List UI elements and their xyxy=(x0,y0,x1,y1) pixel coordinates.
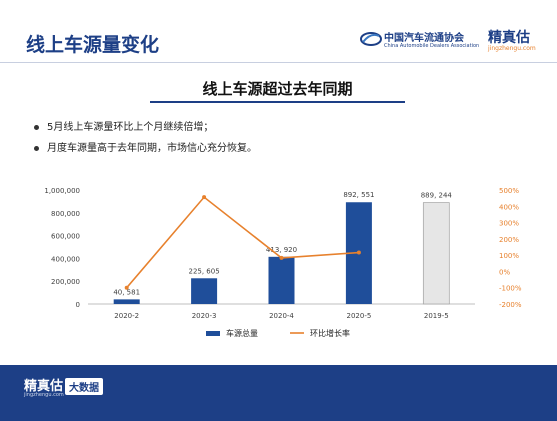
association-name: 中国汽车流通协会 xyxy=(384,33,464,44)
legend-swatch-bar xyxy=(206,331,220,336)
y-right-tick-label: 100% xyxy=(499,252,519,260)
y-left-tick-label: 1,000,000 xyxy=(44,187,80,195)
bar xyxy=(191,278,218,304)
bar xyxy=(113,299,140,304)
line-point xyxy=(279,255,284,260)
x-tick-label: 2020-3 xyxy=(192,312,217,320)
y-right-tick-label: -200% xyxy=(499,301,522,309)
y-right-tick-label: 300% xyxy=(499,220,519,228)
y-left-tick-label: 200,000 xyxy=(51,278,80,286)
x-tick-label: 2020-4 xyxy=(269,312,294,320)
title-divider xyxy=(0,62,557,63)
y-left-tick-label: 800,000 xyxy=(51,210,80,218)
bar-data-label: 889, 244 xyxy=(421,192,453,200)
x-tick-label: 2020-5 xyxy=(347,312,372,320)
bullet-point: 5月线上车源量环比上个月继续倍增； xyxy=(34,118,213,133)
y-right-tick-label: -100% xyxy=(499,285,522,293)
slide-subtitle: 线上车源超过去年同期 xyxy=(202,80,353,98)
bullet-dot-icon xyxy=(34,124,39,130)
legend-label: 车源总量 xyxy=(226,328,258,338)
bullet-dot-icon xyxy=(34,145,39,151)
footer-badge: 大数据 xyxy=(65,378,103,395)
brand-url: jingzhengu.com xyxy=(488,45,536,52)
y-right-tick-label: 200% xyxy=(499,236,519,244)
legend-label: 环比增长率 xyxy=(310,328,350,338)
slide-title: 线上车源量变化 xyxy=(26,34,160,56)
x-tick-label: 2020-2 xyxy=(114,312,139,320)
association-english-name: China Automobile Dealers Association xyxy=(384,43,480,49)
line-point xyxy=(202,195,207,200)
bullet-text: 月度车源量高于去年同期，市场信心充分恢复。 xyxy=(47,143,257,154)
bar-data-label: 892, 551 xyxy=(343,191,374,199)
y-right-tick-label: 400% xyxy=(499,203,519,211)
x-tick-label: 2019-5 xyxy=(424,312,449,320)
bullet-text: 5月线上车源量环比上个月继续倍增； xyxy=(47,122,214,133)
bar xyxy=(268,256,295,304)
combo-chart: 0 200,000 400,000 600,000 800,000 1,000,000 -2… xyxy=(44,187,522,338)
bar-data-label: 40, 581 xyxy=(113,288,140,296)
bar xyxy=(422,202,450,305)
footer-brand-url: jingzhengu.com xyxy=(24,392,64,398)
y-right-tick-label: 500% xyxy=(499,187,519,195)
subtitle-underline xyxy=(150,101,405,103)
footer-brand-name: 精真估 xyxy=(24,379,64,394)
bar-data-label: 413, 920 xyxy=(266,246,297,254)
brand-name: 精真估 xyxy=(488,30,530,46)
y-left-tick-label: 400,000 xyxy=(51,255,80,263)
line-point xyxy=(124,285,129,290)
y-right-tick-label: 0% xyxy=(499,268,510,276)
bullet-point: 月度车源量高于去年同期，市场信心充分恢复。 xyxy=(34,139,257,154)
bar-data-label: 225, 605 xyxy=(189,267,220,275)
line-point xyxy=(356,250,361,255)
association-logo-icon xyxy=(360,32,382,46)
y-left-tick-label: 0 xyxy=(76,301,80,309)
line-series-path xyxy=(126,196,359,289)
y-left-tick-label: 600,000 xyxy=(51,233,80,241)
